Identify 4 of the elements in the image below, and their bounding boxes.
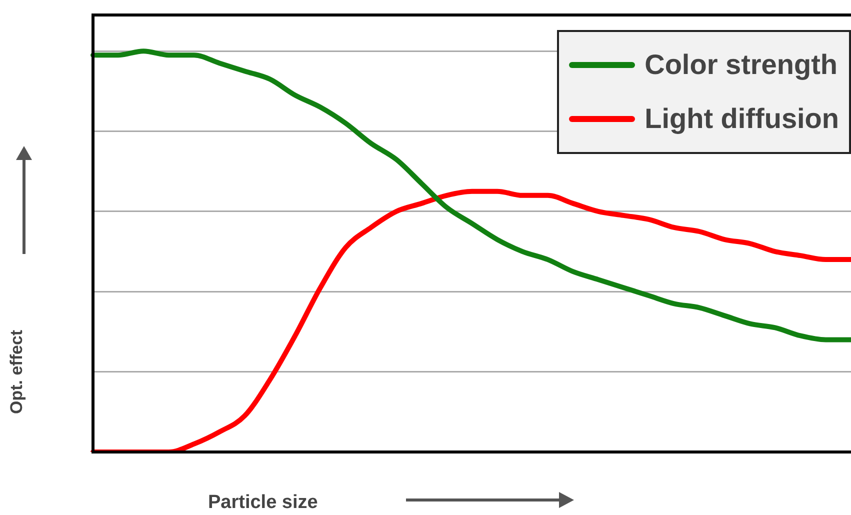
legend-label: Color strength <box>644 48 838 82</box>
legend-label: Light diffusion <box>644 102 839 136</box>
y-axis-title: Opt. effect <box>7 330 27 414</box>
x-axis-title: Particle size <box>208 492 318 514</box>
